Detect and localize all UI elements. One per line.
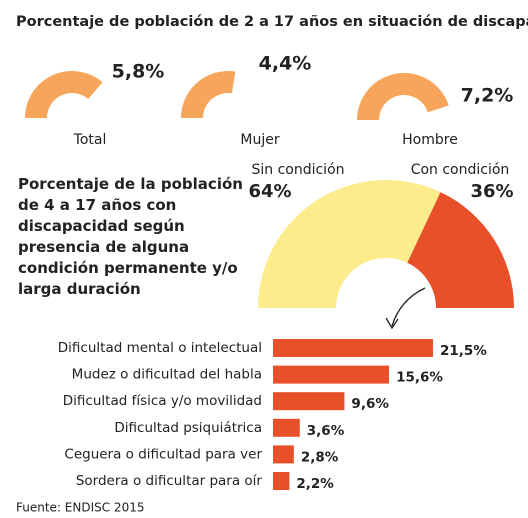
source: Fuente: ENDISC 2015 (16, 501, 144, 515)
value-label: 21,5% (440, 343, 487, 359)
gauge-arc (181, 71, 236, 118)
value-label: 3,6% (307, 423, 345, 439)
legend-label: Sin condición (251, 162, 344, 178)
value-label: 5,8% (112, 61, 165, 83)
gauge-arc (357, 73, 449, 120)
bar (273, 392, 345, 411)
value-label: 64% (248, 181, 291, 202)
bar (273, 365, 390, 384)
value-label: 36% (470, 181, 513, 202)
donut-segment (258, 179, 441, 308)
value-label: 4,4% (259, 53, 312, 75)
category-label: Total (73, 132, 107, 148)
category-label: Dificultad física y/o movilidad (63, 393, 262, 409)
bar (273, 445, 294, 464)
value-label: 7,2% (461, 85, 514, 107)
value-label: 15,6% (396, 370, 443, 386)
value-label: 2,8% (301, 449, 339, 465)
subtitle: Porcentaje de la población de 4 a 17 año… (18, 175, 243, 298)
category-label: Dificultad psiquiátrica (114, 420, 262, 436)
arrow-head (385, 317, 399, 330)
bar (273, 339, 433, 357)
value-label: 9,6% (351, 396, 389, 412)
category-label: Mujer (240, 132, 279, 148)
category-label: Ceguera o dificultad para ver (64, 446, 262, 462)
category-label: Hombre (402, 132, 458, 148)
title: Porcentaje de población de 2 a 17 años e… (16, 14, 528, 30)
category-label: Mudez o dificultad del habla (72, 367, 262, 383)
category-label: Sordera o dificultar para oír (76, 473, 263, 489)
bar (273, 472, 290, 490)
bar (273, 418, 300, 437)
arrow (391, 287, 426, 327)
category-label: Dificultad mental o intelectual (58, 340, 262, 356)
value-label: 2,2% (296, 476, 334, 492)
gauge-arc (25, 71, 103, 118)
donut-segment (407, 192, 514, 308)
legend-label: Con condición (411, 162, 510, 178)
